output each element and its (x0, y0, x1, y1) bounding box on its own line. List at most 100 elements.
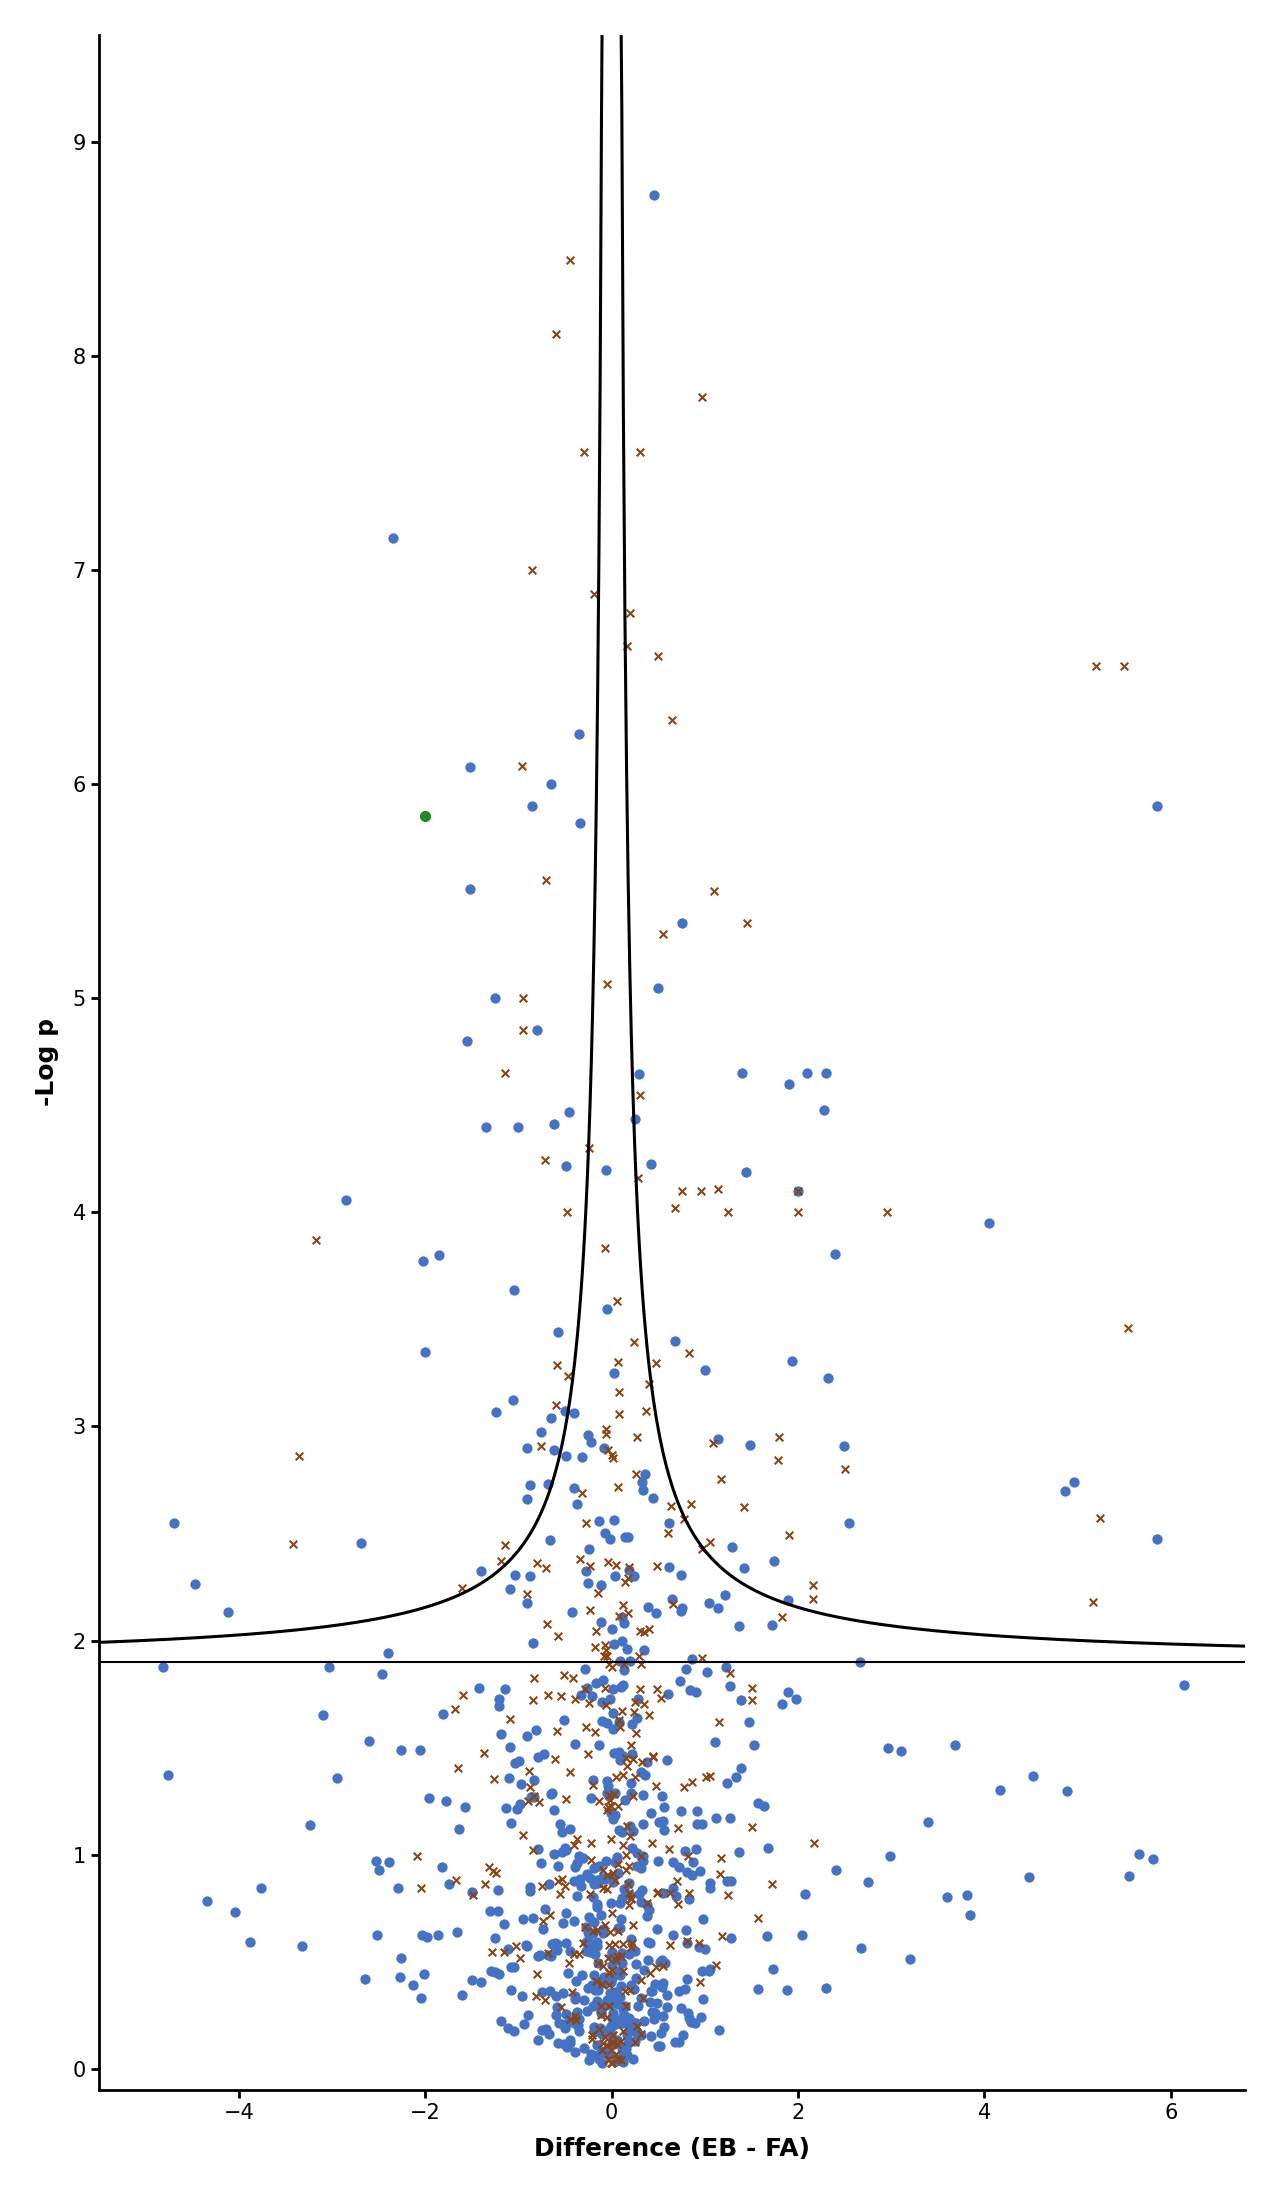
Point (632, 1845, 653, 1880)
Point (570, 2003, 590, 2038)
Point (791, 1917, 812, 1952)
Point (593, 1987, 613, 2023)
Point (520, 1770, 540, 1805)
Point (526, 1546, 547, 1581)
Point (535, 1891, 556, 1926)
Point (617, 1748, 637, 1783)
Point (292, 1928, 312, 1963)
Point (524, 1763, 544, 1799)
Point (596, 1774, 617, 1810)
Point (570, 1542, 590, 1577)
Point (668, 1974, 689, 2009)
Point (543, 1107, 563, 1142)
Point (673, 2018, 694, 2053)
Point (513, 1818, 534, 1853)
Point (731, 1750, 751, 1785)
Point (612, 1599, 632, 1634)
Point (541, 766, 562, 802)
Point (605, 1862, 626, 1897)
Point (1114, 648, 1134, 683)
Point (513, 1012, 534, 1047)
Point (576, 1924, 596, 1959)
Point (604, 1355, 625, 1390)
Point (815, 1056, 836, 1091)
Point (612, 1935, 632, 1970)
Point (407, 1838, 428, 1873)
Point (475, 1867, 495, 1902)
Point (652, 1779, 672, 1814)
Point (495, 1526, 516, 1561)
Point (627, 2016, 648, 2051)
Point (517, 1783, 538, 1818)
Point (360, 1724, 380, 1759)
Point (590, 2012, 611, 2047)
Point (218, 1594, 238, 1629)
Point (648, 1548, 668, 1583)
Point (634, 1805, 654, 1840)
Point (411, 1871, 431, 1906)
Point (1089, 1500, 1110, 1535)
Point (593, 1965, 613, 2001)
Point (489, 1689, 509, 1724)
Point (618, 1594, 639, 1629)
Point (570, 806, 590, 841)
Point (637, 1590, 658, 1625)
Point (613, 1954, 634, 1990)
Point (691, 1640, 712, 1676)
Point (154, 1649, 174, 1684)
Point (620, 2001, 640, 2036)
Point (637, 1943, 658, 1979)
Point (740, 1427, 760, 1463)
Point (596, 1291, 617, 1326)
Point (486, 1856, 507, 1891)
Point (704, 874, 724, 909)
Point (600, 2009, 621, 2044)
Point (690, 1963, 710, 1998)
Point (608, 1397, 628, 1432)
Point (653, 1998, 673, 2033)
Point (653, 1948, 673, 1983)
Point (677, 1926, 698, 1961)
Point (612, 1827, 632, 1862)
Point (762, 1607, 782, 1643)
Point (545, 1998, 566, 2033)
Point (721, 1919, 741, 1954)
Point (164, 1504, 184, 1539)
Point (644, 1965, 664, 2001)
Point (648, 1911, 668, 1946)
Point (554, 1702, 575, 1737)
Point (545, 1926, 566, 1961)
Point (485, 1394, 506, 1430)
Point (602, 2001, 622, 2036)
Point (563, 1827, 584, 1862)
Point (602, 1959, 622, 1994)
Point (184, 1566, 205, 1601)
Point (1174, 1667, 1194, 1702)
Point (671, 1794, 691, 1829)
Point (616, 1564, 636, 1599)
Point (602, 1612, 622, 1647)
Point (508, 1109, 529, 1144)
Point (600, 1783, 621, 1818)
Point (564, 1726, 585, 1761)
Point (772, 1687, 792, 1722)
Point (625, 1759, 645, 1794)
Point (572, 1476, 593, 1511)
Point (571, 1869, 591, 1904)
Point (595, 1515, 616, 1550)
Point (517, 1430, 538, 1465)
Point (717, 1864, 737, 1900)
Point (462, 1875, 483, 1911)
Point (599, 2042, 620, 2077)
Point (571, 1957, 591, 1992)
Point (517, 1996, 538, 2031)
Point (599, 1968, 620, 2003)
Point (957, 1878, 978, 1913)
Point (554, 2007, 575, 2042)
Point (526, 1012, 547, 1047)
Point (419, 1781, 439, 1816)
Point (494, 1056, 515, 1091)
Point (613, 1926, 634, 1961)
Point (509, 1939, 530, 1974)
Point (547, 1990, 567, 2025)
